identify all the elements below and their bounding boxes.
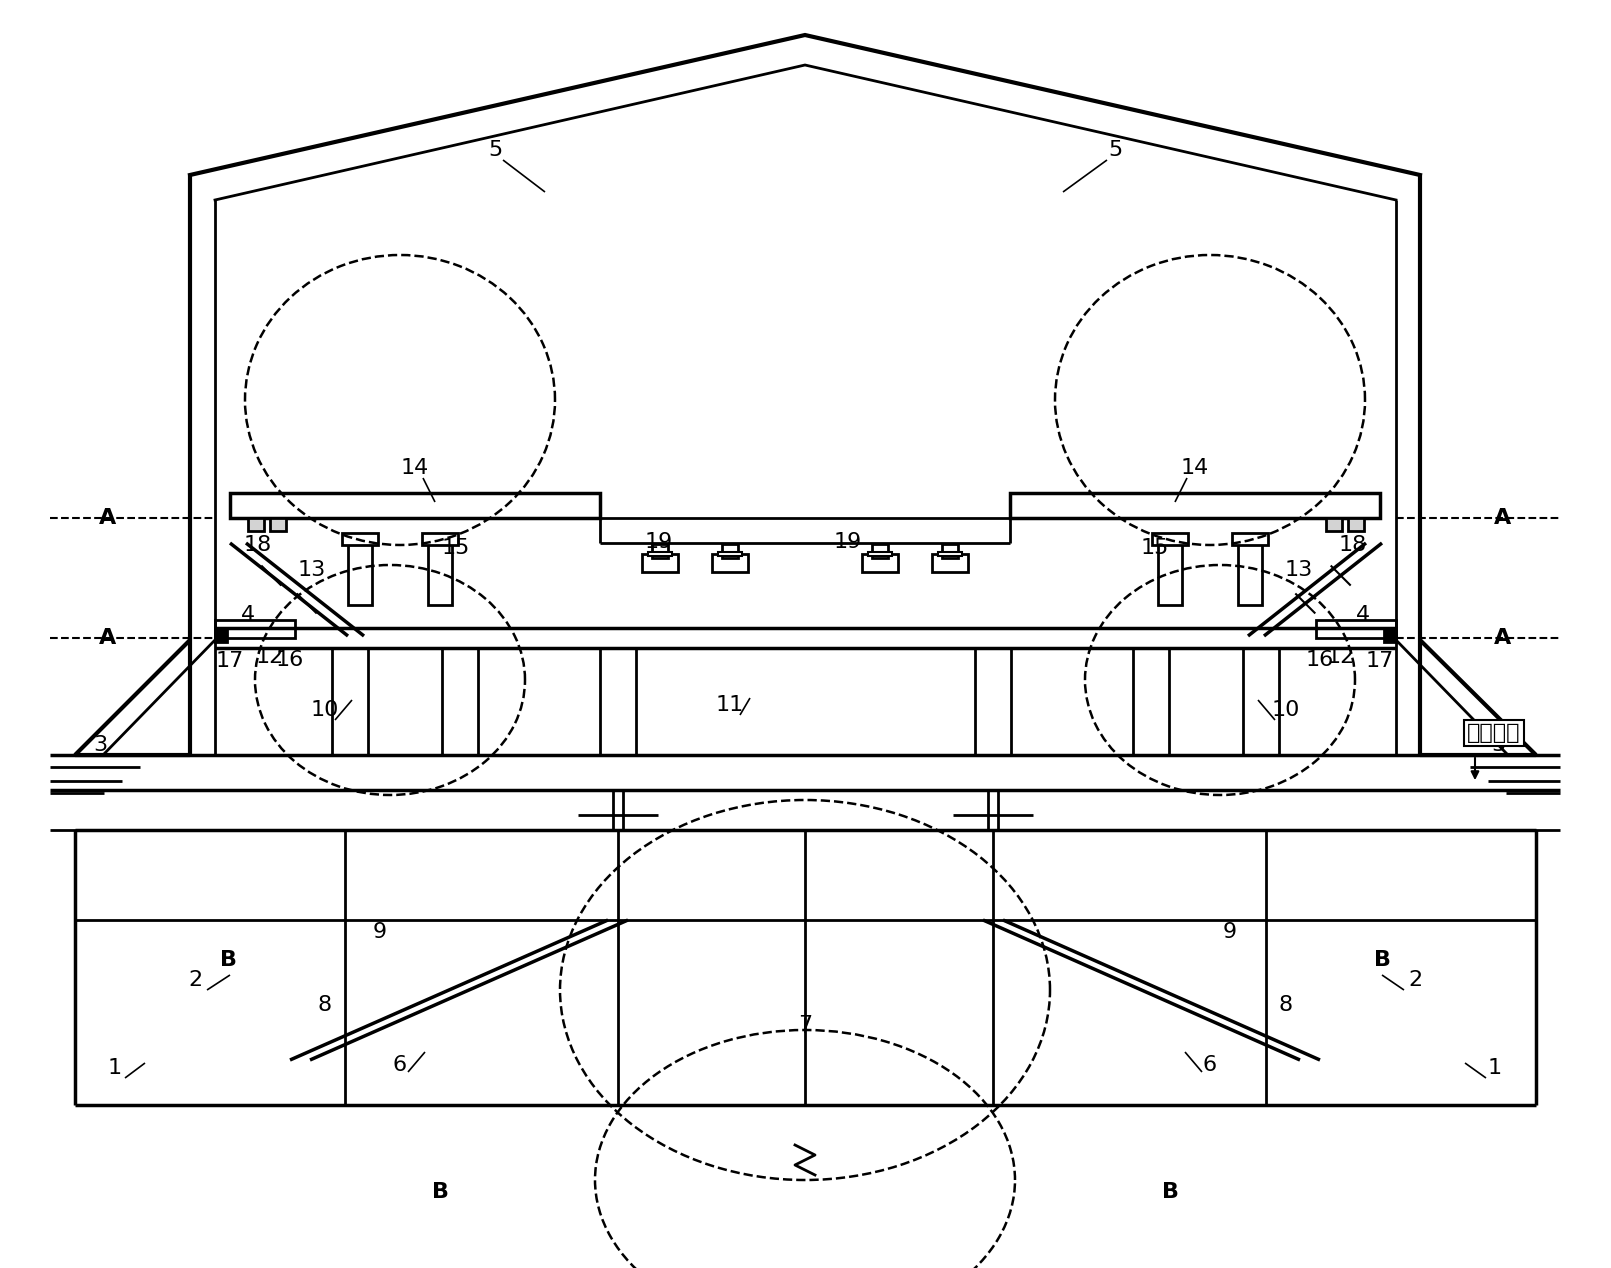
Text: 6: 6 — [393, 1055, 408, 1075]
Bar — [342, 533, 379, 545]
Text: B: B — [1162, 1182, 1179, 1202]
Bar — [652, 544, 669, 558]
Bar — [248, 519, 264, 531]
Text: 3: 3 — [93, 735, 106, 754]
Text: 5: 5 — [1108, 139, 1123, 160]
Bar — [271, 519, 287, 531]
Bar — [648, 552, 672, 555]
Text: 10: 10 — [1271, 700, 1300, 720]
Bar — [712, 554, 748, 572]
Text: 12: 12 — [1327, 647, 1355, 667]
Text: 2: 2 — [1408, 970, 1423, 990]
Bar — [1384, 630, 1397, 642]
Text: 13: 13 — [298, 560, 325, 579]
Bar — [933, 554, 968, 572]
Bar — [214, 630, 227, 642]
Text: 8: 8 — [317, 995, 332, 1014]
Bar — [429, 540, 453, 605]
Bar — [643, 554, 678, 572]
Text: 4: 4 — [1356, 605, 1369, 625]
Bar — [1010, 493, 1381, 519]
Text: 17: 17 — [216, 650, 245, 671]
Bar — [1133, 648, 1170, 754]
Text: 3: 3 — [1490, 735, 1505, 754]
Text: 地面标高: 地面标高 — [1468, 723, 1521, 743]
Text: 7: 7 — [797, 1014, 812, 1035]
Text: 6: 6 — [1203, 1055, 1216, 1075]
Text: 14: 14 — [1181, 458, 1210, 478]
Text: B: B — [219, 950, 237, 970]
Bar — [975, 648, 1012, 754]
Bar — [722, 544, 738, 558]
Bar — [872, 544, 888, 558]
Bar — [1348, 519, 1365, 531]
Text: 1: 1 — [1489, 1058, 1501, 1078]
Text: 9: 9 — [372, 922, 387, 942]
Text: 13: 13 — [1286, 560, 1313, 579]
Text: 14: 14 — [401, 458, 429, 478]
Text: 16: 16 — [275, 650, 304, 670]
Bar — [862, 554, 897, 572]
Text: 10: 10 — [311, 700, 340, 720]
Text: 1: 1 — [108, 1058, 122, 1078]
Bar — [1158, 540, 1182, 605]
Text: 16: 16 — [1307, 650, 1334, 670]
Text: 15: 15 — [441, 538, 470, 558]
Text: B: B — [432, 1182, 448, 1202]
Text: 12: 12 — [256, 647, 284, 667]
Bar — [599, 648, 636, 754]
Text: 18: 18 — [1339, 535, 1368, 555]
Bar — [1244, 648, 1279, 754]
Text: 15: 15 — [1141, 538, 1170, 558]
Bar — [422, 533, 458, 545]
Text: 5: 5 — [488, 139, 503, 160]
Text: 17: 17 — [1366, 650, 1394, 671]
Text: 4: 4 — [242, 605, 255, 625]
Bar — [868, 552, 892, 555]
Text: 2: 2 — [188, 970, 201, 990]
Text: 9: 9 — [1223, 922, 1237, 942]
Bar — [348, 540, 372, 605]
Bar — [1232, 533, 1268, 545]
Text: 11: 11 — [715, 695, 744, 715]
Bar — [441, 648, 478, 754]
Bar — [1316, 620, 1397, 638]
Bar — [1237, 540, 1261, 605]
Bar — [214, 620, 295, 638]
Bar — [1326, 519, 1342, 531]
Text: 19: 19 — [834, 533, 862, 552]
Text: 8: 8 — [1279, 995, 1294, 1014]
Text: A: A — [1495, 628, 1511, 648]
Text: A: A — [100, 628, 116, 648]
Text: A: A — [1495, 508, 1511, 527]
Text: 19: 19 — [644, 533, 673, 552]
Bar — [332, 648, 367, 754]
Bar — [1152, 533, 1187, 545]
Bar — [938, 552, 962, 555]
Text: 18: 18 — [243, 535, 272, 555]
Text: A: A — [100, 508, 116, 527]
Bar — [230, 493, 599, 519]
Text: B: B — [1374, 950, 1392, 970]
Bar — [942, 544, 959, 558]
Bar — [719, 552, 743, 555]
